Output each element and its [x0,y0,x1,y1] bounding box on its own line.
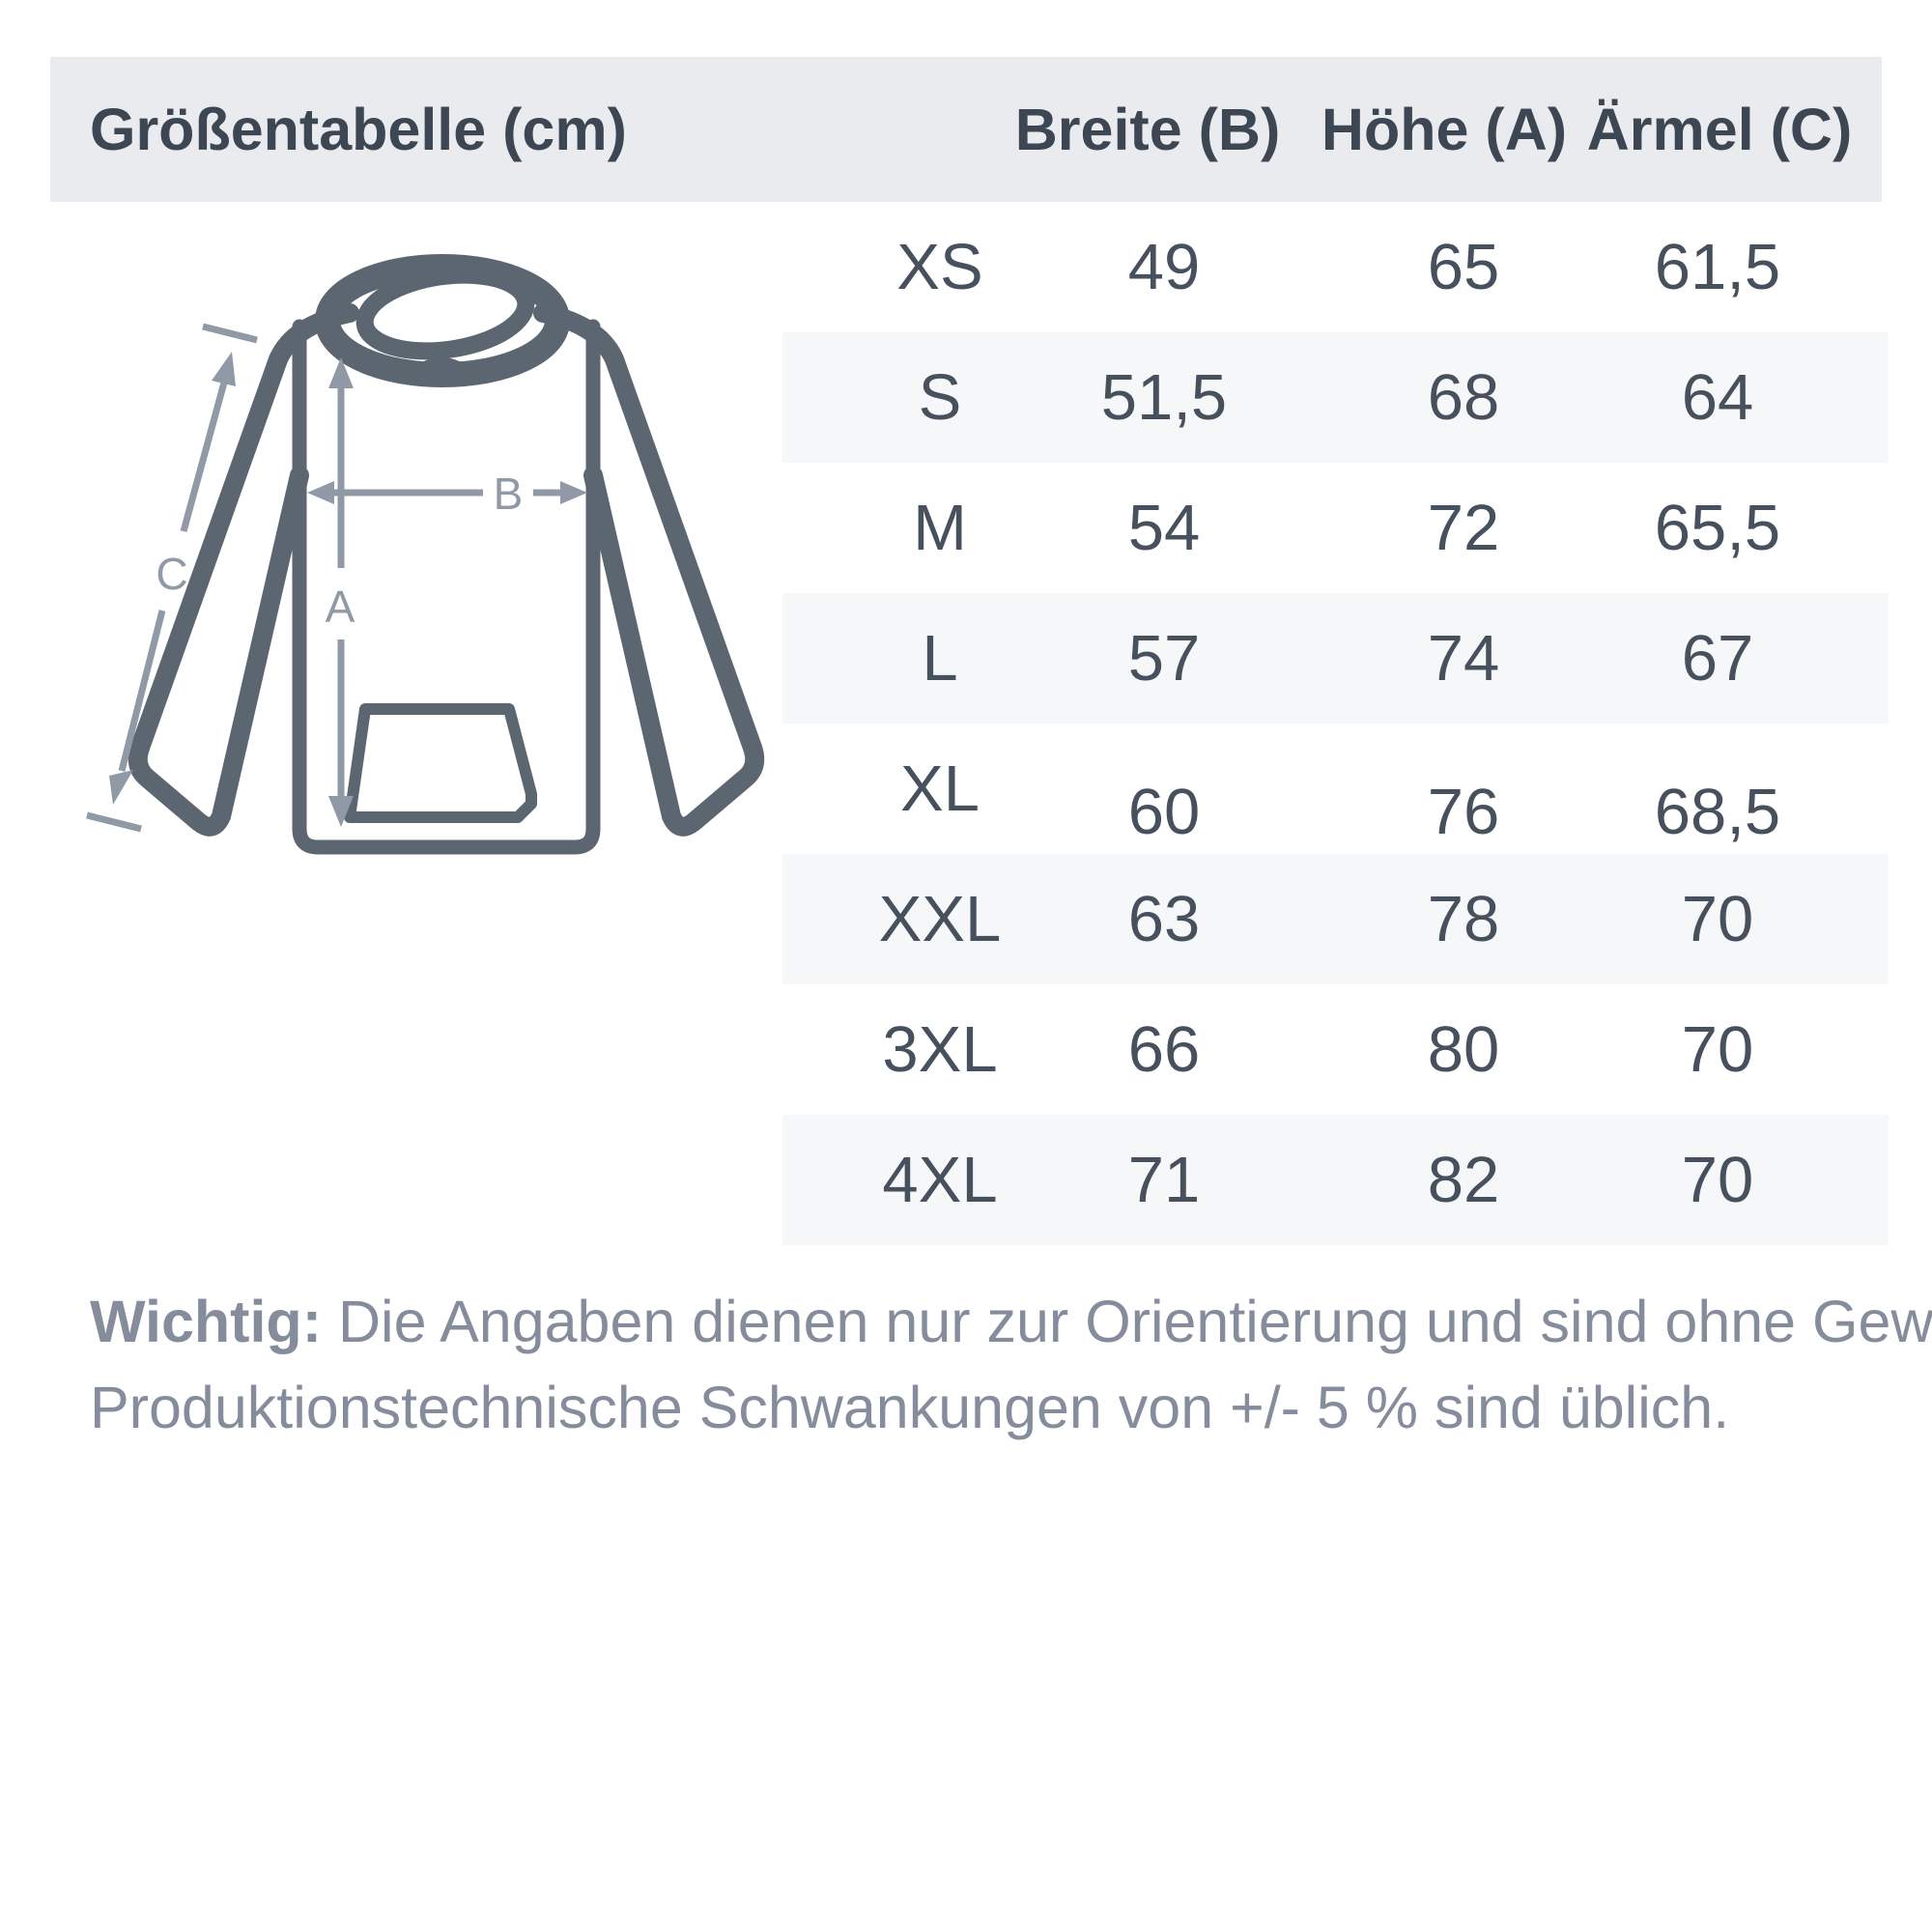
table-header: Größentabelle (cm) Breite (B) Höhe (A) Ä… [50,57,1882,202]
disclaimer-line2: Produktionstechnische Schwankungen von +… [90,1375,1730,1440]
hoodie-left-sleeve [128,303,359,837]
table-row: S 51,5 68 64 [782,332,1889,463]
hoehe-cell: 68 [1427,361,1500,434]
table-row: XL 60 76 68,5 [782,724,1889,854]
aermel-cell: 70 [1681,1013,1754,1086]
aermel-cell: 70 [1681,1144,1754,1216]
hoehe-cell: 78 [1427,883,1500,955]
hood-outer [315,254,570,387]
table-row: M 54 72 65,5 [782,463,1889,593]
measure-label-a: A [326,582,355,632]
hoodie-right-sleeve [533,303,765,837]
aermel-cell: 61,5 [1654,231,1781,303]
breite-cell: 57 [1127,622,1201,695]
hoehe-cell: 72 [1427,492,1500,564]
measure-label-c: C [156,549,187,599]
size-cell: L [922,622,958,695]
aermel-cell: 68,5 [1654,776,1781,848]
breite-cell: 63 [1127,883,1201,955]
hoehe-cell: 74 [1427,622,1500,695]
disclaimer-text1: Die Angaben dienen nur zur Orientierung … [337,1289,1932,1354]
aermel-cell: 67 [1681,622,1754,695]
size-cell: XS [896,231,983,303]
table-row: 3XL 66 80 70 [782,984,1889,1115]
aermel-cell: 70 [1681,883,1754,955]
hood-opening [355,266,535,360]
table-row: 4XL 71 82 70 [782,1115,1889,1245]
table-row: XXL 63 78 70 [782,854,1889,984]
measure-label-b: B [494,469,524,519]
table-row: XS 49 65 61,5 [782,202,1889,332]
size-cell: 4XL [882,1144,998,1216]
measure-arrow-c [86,323,258,833]
disclaimer: Wichtig: Die Angaben dienen nur zur Orie… [90,1279,1932,1451]
hoodie-pocket [344,703,537,823]
measure-arrow-b [307,481,587,504]
page-title: Größentabelle (cm) [90,97,627,162]
hoodie-body-outline [292,319,601,855]
column-header-aermel: Ärmel (C) [1586,97,1853,162]
size-cell: S [918,361,962,434]
breite-cell: 60 [1127,776,1201,848]
size-cell: M [913,492,967,564]
breite-cell: 54 [1127,492,1201,564]
breite-cell: 51,5 [1100,361,1228,434]
breite-cell: 71 [1127,1144,1201,1216]
size-cell: XXL [878,883,1002,955]
hood-notch [412,357,470,378]
column-header-hoehe: Höhe (A) [1321,97,1568,162]
hoehe-cell: 82 [1427,1144,1500,1216]
aermel-cell: 65,5 [1654,492,1781,564]
breite-cell: 66 [1127,1013,1201,1086]
size-table: XS 49 65 61,5 S 51,5 68 64 M 54 72 65,5 L 57 74 67 XL 60 7… [782,202,1889,1245]
disclaimer-line1: Wichtig: Die Angaben dienen nur zur Orie… [90,1279,1932,1365]
hoehe-cell: 65 [1427,231,1500,303]
column-header-breite: Breite (B) [1014,97,1281,162]
breite-cell: 49 [1127,231,1201,303]
disclaimer-label: Wichtig: [90,1289,323,1354]
hoodie-measurement-diagram: A B C [86,254,765,855]
hoehe-cell: 76 [1427,776,1500,848]
measure-arrow-a [328,357,354,827]
size-cell: 3XL [882,1013,998,1086]
aermel-cell: 64 [1681,361,1754,434]
size-cell: XL [900,753,980,825]
hoehe-cell: 80 [1427,1013,1500,1086]
table-row: L 57 74 67 [782,593,1889,724]
